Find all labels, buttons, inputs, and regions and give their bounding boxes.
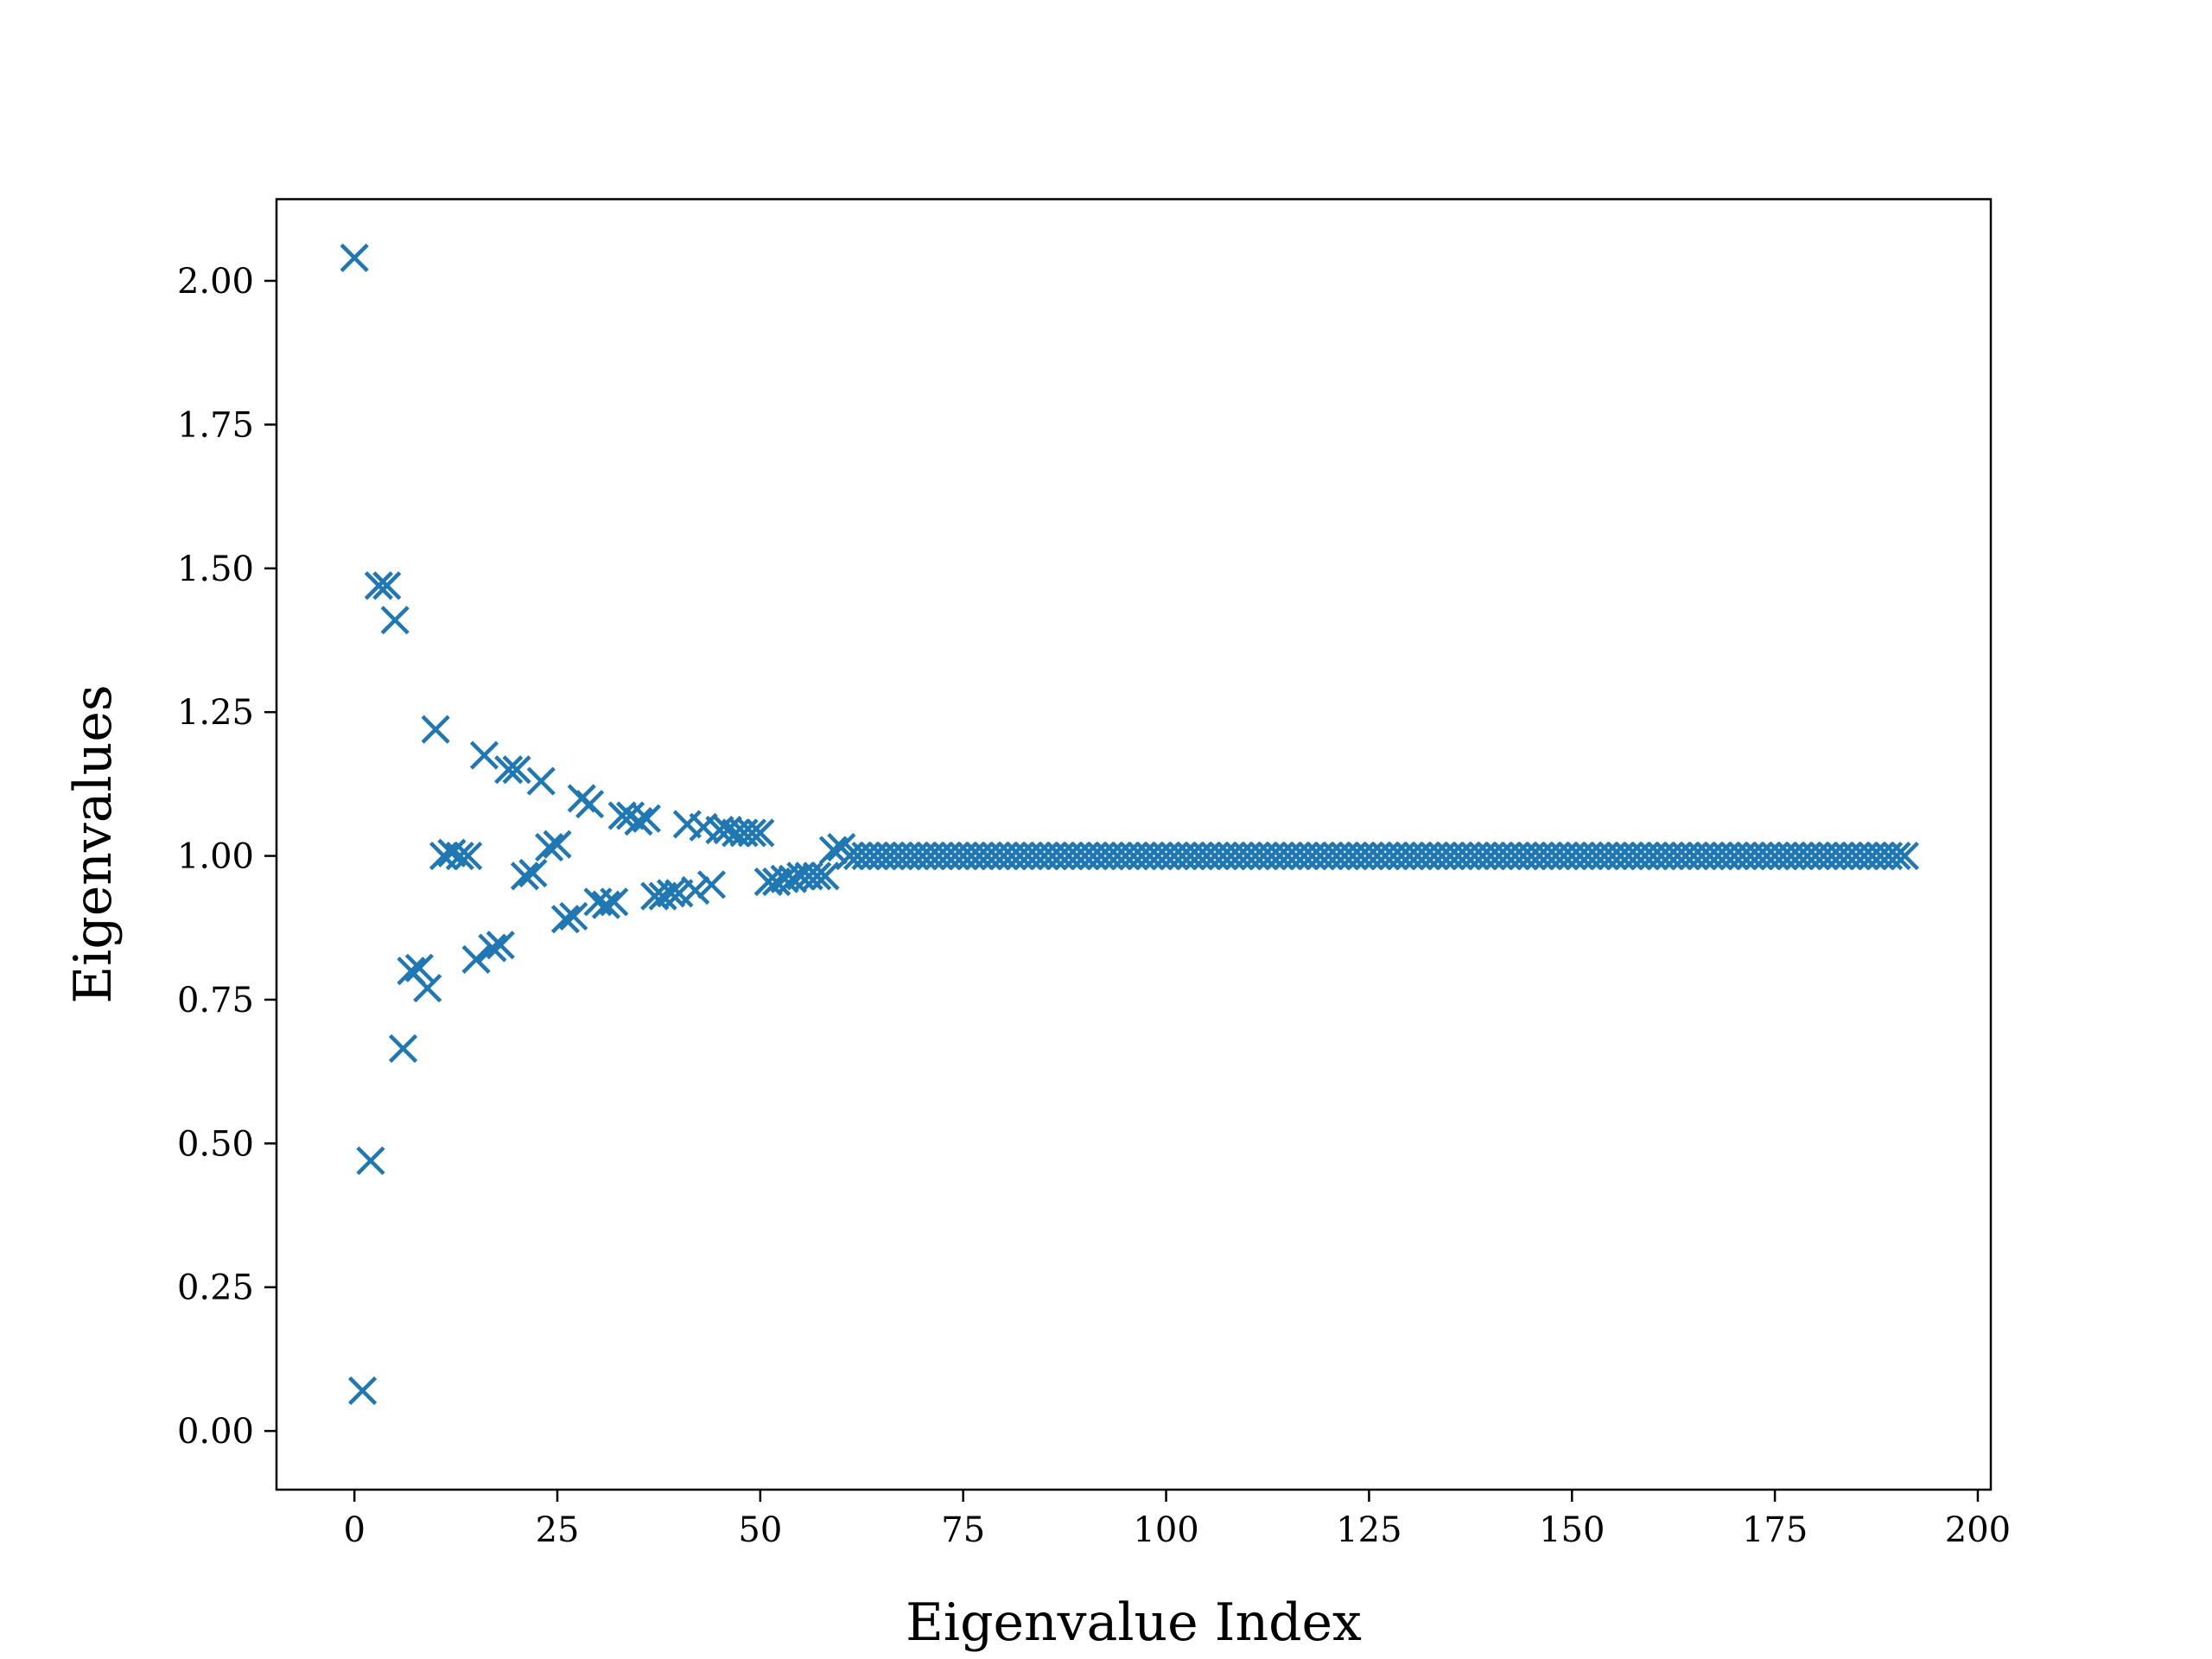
data-point (445, 841, 474, 871)
data-point (575, 790, 605, 819)
data-point (543, 830, 572, 859)
data-point (737, 818, 767, 848)
data-point (461, 944, 491, 974)
data-point (469, 741, 499, 770)
data-point (591, 890, 620, 919)
y-tick-label: 0.75 (177, 981, 254, 1020)
data-point (421, 715, 450, 744)
x-tick-label: 0 (343, 1510, 365, 1550)
data-point (624, 807, 653, 836)
data-markers (340, 243, 1920, 1406)
y-axis-label: Eigenvalues (63, 684, 124, 1003)
data-point (1890, 841, 1920, 871)
x-tick-label: 25 (536, 1510, 580, 1550)
data-point (340, 243, 369, 272)
data-point (413, 974, 442, 1003)
data-point (803, 861, 832, 891)
y-tick-label: 1.00 (177, 837, 254, 877)
y-tick-label: 2.00 (177, 262, 254, 302)
plot-frame (275, 198, 1993, 1491)
data-point (364, 571, 393, 601)
y-axis-ticks: 0.00 0.25 0.50 0.75 1.00 1.25 1.50 1.75 2.00 (177, 262, 276, 1452)
data-point (656, 879, 686, 908)
data-point (404, 953, 434, 982)
data-point (559, 901, 588, 931)
data-point (380, 606, 410, 635)
data-point (1882, 841, 1911, 871)
x-tick-label: 125 (1336, 1510, 1402, 1550)
data-point (372, 571, 402, 601)
data-point (510, 861, 540, 891)
x-tick-label: 200 (1945, 1510, 2011, 1550)
data-point (388, 1033, 418, 1064)
data-point (478, 933, 507, 963)
x-tick-label: 150 (1539, 1510, 1605, 1550)
data-point (550, 905, 581, 934)
data-point (600, 887, 629, 917)
data-point (347, 1376, 378, 1406)
data-point (607, 801, 637, 830)
data-point (746, 818, 775, 848)
x-axis-ticks: 0 25 50 75 100 125 150 175 200 (343, 1490, 2011, 1550)
data-point (454, 841, 483, 871)
data-point (518, 858, 548, 888)
data-point (502, 755, 531, 785)
data-point (494, 755, 524, 785)
y-tick-label: 1.75 (177, 405, 254, 445)
data-point (535, 832, 564, 862)
data-point (681, 875, 710, 906)
x-tick-label: 50 (738, 1510, 782, 1550)
data-point (810, 861, 840, 891)
y-tick-label: 0.50 (177, 1124, 254, 1164)
x-tick-label: 175 (1742, 1510, 1808, 1550)
data-point (526, 766, 556, 796)
x-axis-label: Eigenvalue Index (906, 1592, 1362, 1653)
y-tick-label: 1.50 (177, 550, 254, 589)
y-tick-label: 0.00 (177, 1412, 254, 1452)
data-point (696, 870, 727, 899)
y-tick-label: 0.25 (177, 1268, 254, 1308)
data-point (356, 1146, 385, 1175)
x-tick-label: 75 (941, 1510, 985, 1550)
data-point (486, 931, 515, 960)
data-point (818, 836, 849, 865)
x-tick-label: 100 (1133, 1510, 1198, 1550)
y-tick-label: 1.25 (177, 693, 254, 733)
data-point (632, 804, 661, 833)
